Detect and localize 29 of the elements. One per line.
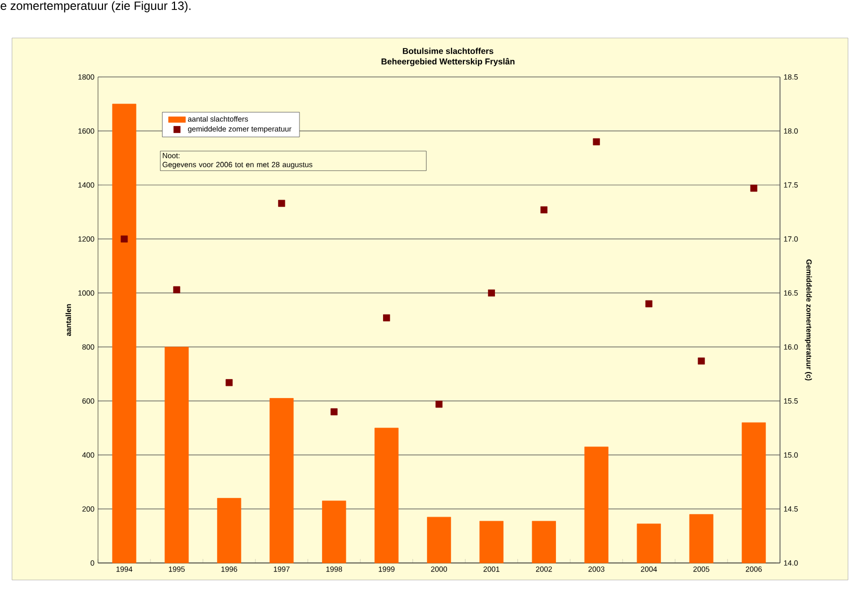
point	[540, 206, 548, 214]
point	[698, 358, 705, 365]
bar	[217, 498, 242, 564]
point	[226, 379, 233, 386]
point	[488, 289, 495, 296]
bar	[689, 514, 714, 564]
bar	[479, 520, 504, 564]
bar	[742, 422, 766, 564]
bar	[112, 104, 136, 564]
bar	[322, 500, 346, 564]
bar	[532, 520, 556, 564]
bar	[636, 524, 661, 564]
bar	[164, 346, 189, 564]
point	[330, 408, 338, 416]
chart-title: Botulsime slachtoffers	[402, 48, 494, 54]
bar	[374, 428, 399, 564]
point	[120, 235, 128, 242]
text: e zomertemperatuur (zie Figuur 13).	[0, 1, 190, 12]
point	[592, 138, 600, 146]
point	[436, 400, 442, 408]
point	[278, 200, 286, 207]
point	[383, 314, 390, 322]
point	[173, 286, 180, 294]
chart-subtitle: Beheergebied Wetterskip Fryslân	[382, 58, 514, 66]
bar	[584, 446, 608, 564]
point	[750, 184, 758, 192]
bar	[427, 516, 452, 564]
point	[645, 300, 652, 308]
bar	[270, 398, 294, 564]
